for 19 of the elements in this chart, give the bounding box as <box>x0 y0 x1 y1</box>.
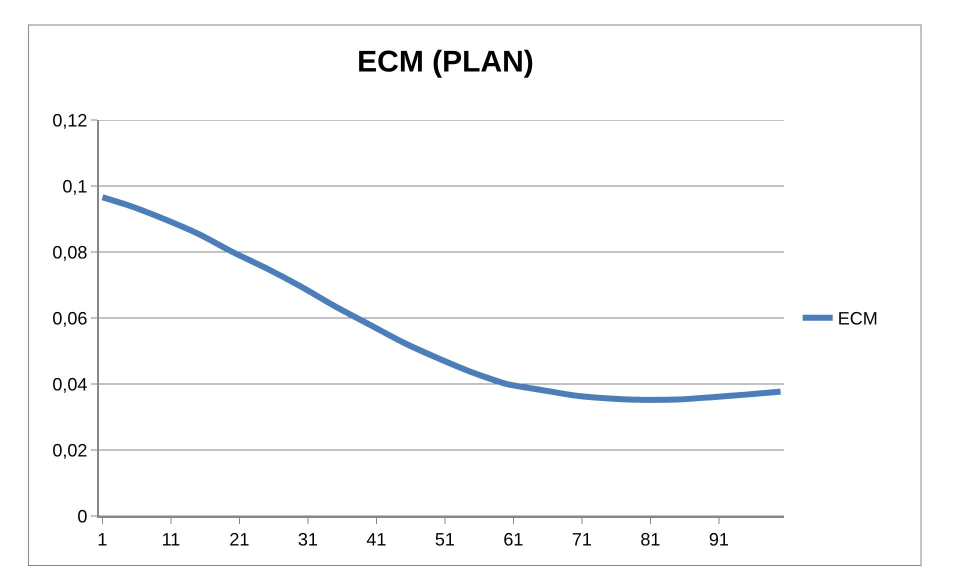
y-tick-label: 0,12 <box>52 110 88 130</box>
y-tick-label: 0,1 <box>62 176 88 196</box>
x-tick-label: 11 <box>162 530 180 550</box>
x-tick-label: 61 <box>503 530 524 550</box>
x-tick-label: 71 <box>572 530 592 550</box>
chart-title: ECM (PLAN) <box>357 45 534 78</box>
y-tick-label: 0,06 <box>52 308 88 328</box>
x-tick-label: 21 <box>229 530 250 550</box>
legend-label: ECM <box>838 308 878 329</box>
x-tick-label: 51 <box>434 530 455 550</box>
x-tick-label: 41 <box>366 530 386 550</box>
y-tick-label: 0,02 <box>52 440 88 460</box>
x-tick-label: 1 <box>97 530 108 550</box>
y-tick-label: 0 <box>77 506 88 526</box>
y-tick-label: 0,04 <box>52 374 88 394</box>
x-tick-label: 81 <box>640 530 660 550</box>
x-tick-label: 31 <box>298 530 318 550</box>
x-tick-label: 91 <box>708 530 729 550</box>
y-tick-label: 0,08 <box>52 242 88 262</box>
